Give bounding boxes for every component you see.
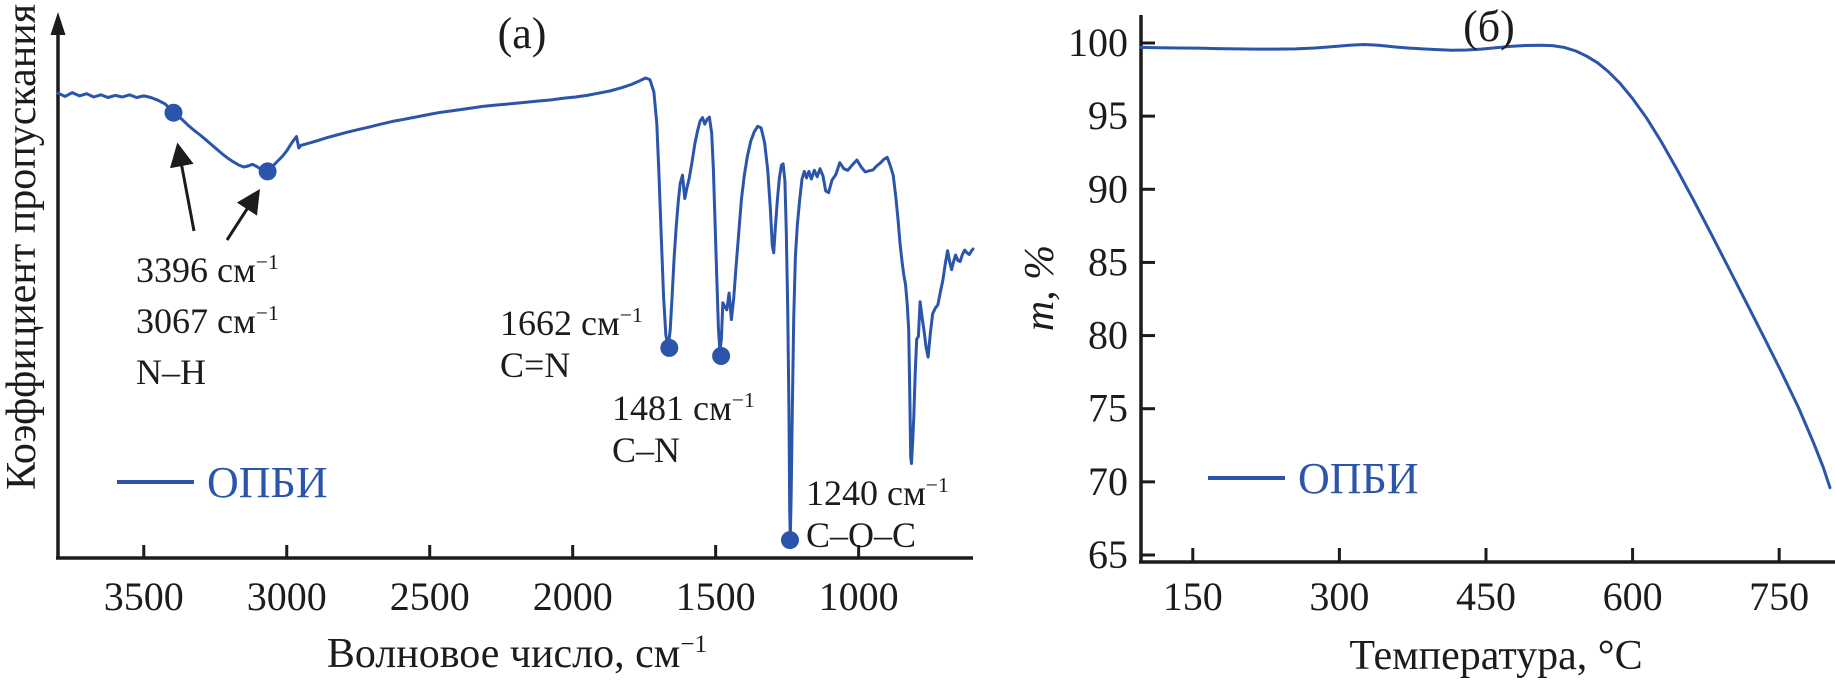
panel-a-legend-label: ОПБИ (207, 457, 328, 507)
annotation-nh-wavenumber-1: 3396 см−1 (136, 250, 279, 290)
panel-b-y-tick-label: 80 (1088, 313, 1128, 358)
panel-a-legend: ОПБИ (117, 457, 328, 507)
annotation-arrow-3067 (225, 188, 260, 241)
annotation-coc-bond: C–O–C (806, 515, 917, 555)
annotation-cn-double-bond: C=N (500, 345, 571, 385)
annotation-cn-single-wavenumber: 1481 см−1 (612, 388, 755, 428)
panel-b-y-axis-label: m, % (1017, 244, 1063, 332)
panel-b-y-tick-label: 90 (1088, 166, 1128, 211)
panel-b-y-tick-label: 75 (1088, 386, 1128, 431)
annotation-coc-band: 1240 см−1 C–O–C (806, 472, 949, 556)
annotation-coc-wavenumber: 1240 см−1 (806, 473, 949, 513)
panel-a-x-tick-label: 3500 (104, 574, 184, 619)
panel-b-x-tick-label: 150 (1163, 574, 1223, 619)
panel-b-legend-label: ОПБИ (1298, 453, 1419, 503)
panel-a-x-axis-label: Волновое число, см−1 (317, 630, 717, 678)
peak-marker-dot (660, 338, 679, 357)
peak-marker-dot (258, 162, 277, 181)
panel-a-y-axis-arrowhead (50, 12, 66, 35)
legend-line-sample (1208, 476, 1285, 480)
annotation-cn-double-wavenumber: 1662 см−1 (500, 303, 643, 343)
peak-marker-dot (781, 531, 799, 550)
annotation-nh-wavenumber-2: 3067 см−1 (136, 301, 279, 341)
panel-a-x-axis-label-text: Волновое число, см (326, 631, 681, 677)
panel-a-y-axis-label: Коэффициент пропускания (0, 3, 45, 491)
panel-a-x-tick-label: 2000 (533, 574, 613, 619)
tga-curve (1139, 43, 1832, 490)
annotation-cn-double-band: 1662 см−1 C=N (500, 302, 643, 386)
panel-b-y-tick-label: 100 (1068, 20, 1128, 65)
panel-b-legend: ОПБИ (1208, 453, 1419, 503)
panel-b-x-axis-label: Температура, °C (1349, 633, 1643, 679)
legend-line-sample (117, 480, 194, 484)
panel-b-x-tick-label: 450 (1456, 574, 1516, 619)
panel-b-title: (б) (1463, 2, 1515, 51)
panel-a-title: (а) (497, 9, 547, 58)
peak-marker-dot (712, 347, 731, 365)
annotation-arrow-3396 (169, 142, 196, 232)
panel-b-x-tick-label: 300 (1309, 574, 1369, 619)
annotation-cn-single-band: 1481 см−1 C–N (612, 387, 755, 471)
panel-a-x-tick-label: 2500 (390, 574, 470, 619)
panel-a-x-tick-label: 1500 (676, 574, 756, 619)
ir-spectrum-curve (56, 76, 975, 540)
panel-b-y-tick-label: 95 (1088, 93, 1128, 138)
panel-a-x-axis-label-superscript: −1 (680, 631, 708, 658)
panel-b-x-tick-label: 600 (1603, 574, 1663, 619)
peak-marker-dot (164, 103, 183, 122)
panel-b-y-tick-label: 85 (1088, 239, 1128, 284)
panel-b-y-tick-label: 70 (1088, 459, 1128, 504)
panel-b-x-tick-label: 750 (1749, 574, 1809, 619)
panel-a-x-tick-label: 3000 (247, 574, 327, 619)
annotation-cn-single-bond: C–N (612, 430, 681, 470)
panel-b-y-tick-label: 65 (1088, 532, 1128, 577)
annotation-nh-band: 3396 см−1 3067 см−1 N–H (136, 245, 279, 398)
panel-a-x-tick-label: 1000 (819, 574, 899, 619)
annotation-nh-bond: N–H (136, 352, 206, 392)
